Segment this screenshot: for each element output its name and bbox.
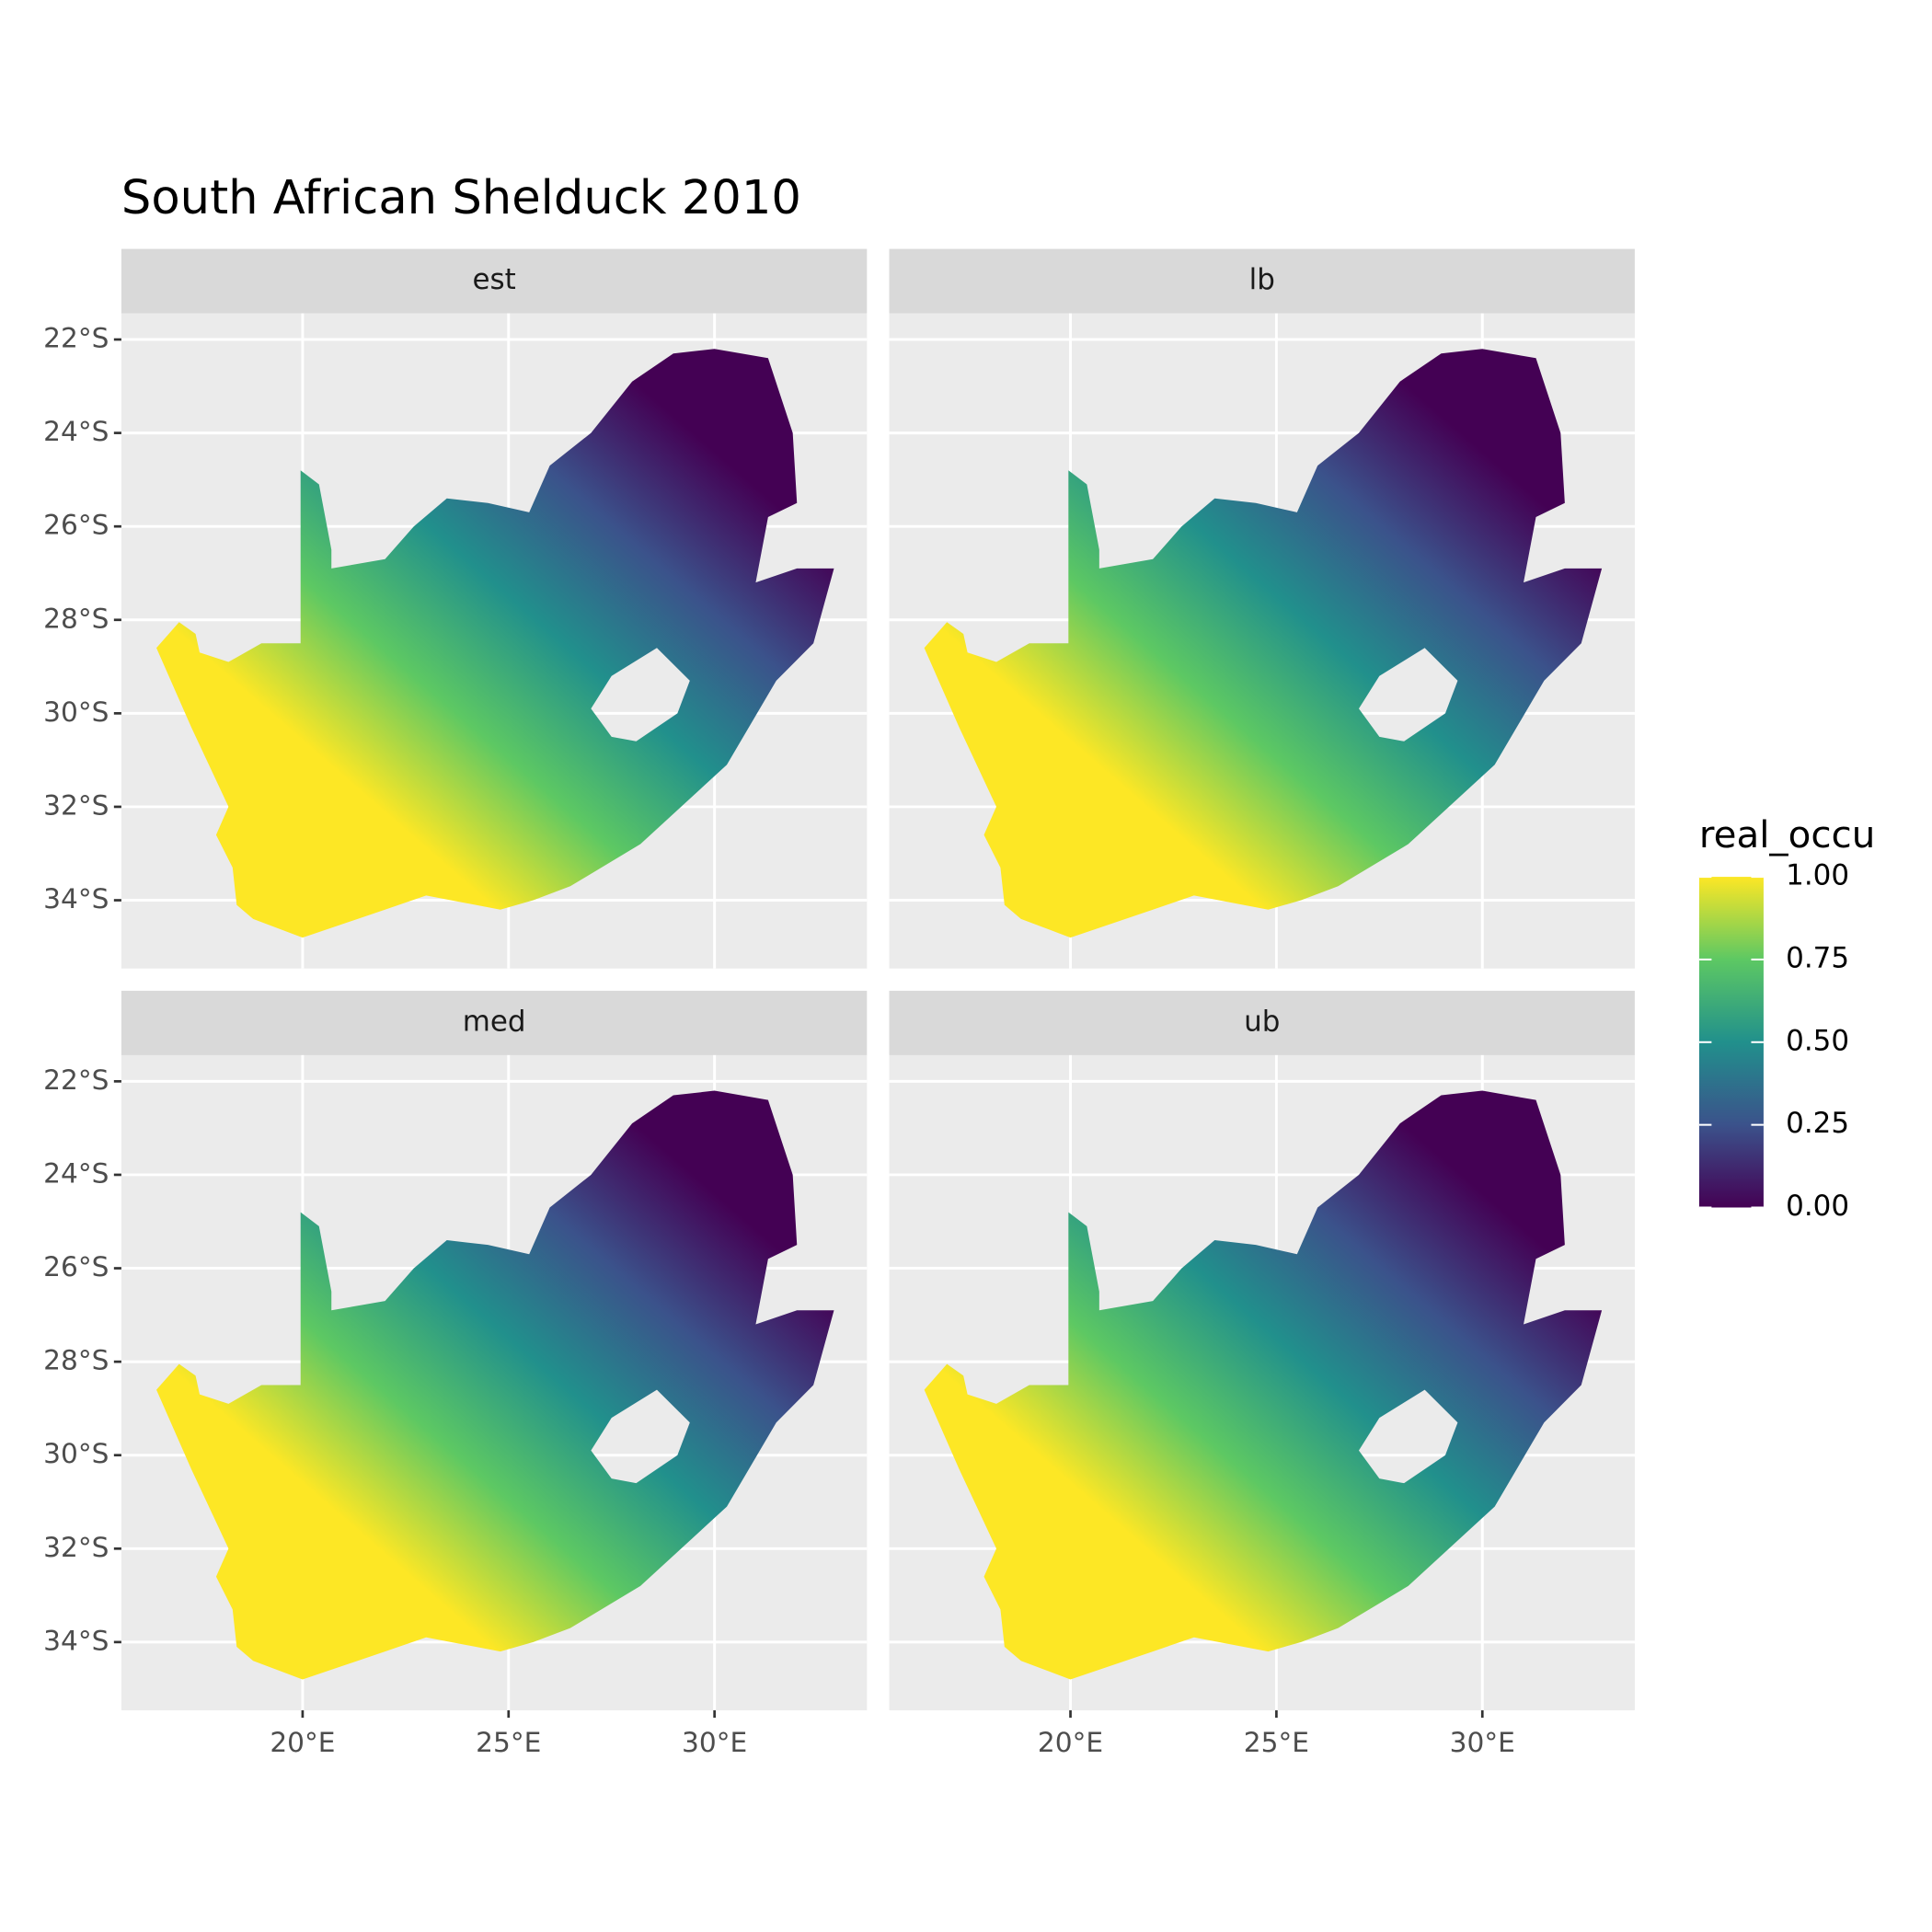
y-tick-label: 26°S	[43, 510, 109, 541]
y-tick-label: 22°S	[43, 323, 109, 354]
strip	[121, 990, 868, 1055]
strip-label: med	[463, 1005, 526, 1038]
y-tick-label: 28°S	[43, 1345, 109, 1376]
legend-title: real_occu	[1699, 813, 1875, 857]
y-tick-label: 32°S	[43, 789, 109, 821]
chart-title: South African Shelduck 2010	[121, 171, 801, 225]
y-tick-label: 34°S	[43, 883, 109, 914]
y-tick-label: 26°S	[43, 1251, 109, 1282]
x-tick-label: 30°E	[1450, 1727, 1515, 1758]
y-tick-label: 34°S	[43, 1625, 109, 1656]
legend-label: 0.50	[1786, 1024, 1849, 1057]
x-tick-label: 25°E	[476, 1727, 541, 1758]
x-tick-label: 20°E	[1038, 1727, 1103, 1758]
occupancy-map	[156, 1090, 834, 1680]
occupancy-map	[924, 1090, 1603, 1680]
y-tick-label: 32°S	[43, 1532, 109, 1563]
strip	[889, 990, 1635, 1055]
occupancy-map	[156, 349, 834, 938]
strip-label: ub	[1244, 1005, 1280, 1038]
legend-label: 1.00	[1786, 859, 1849, 892]
x-tick-label: 30°E	[682, 1727, 747, 1758]
strip-label: lb	[1249, 263, 1275, 296]
legend-label: 0.25	[1786, 1107, 1849, 1140]
y-tick-label: 28°S	[43, 603, 109, 634]
y-tick-label: 30°S	[43, 696, 109, 728]
legend-label: 0.75	[1786, 941, 1849, 974]
y-tick-label: 24°S	[43, 416, 109, 447]
occupancy-map	[924, 349, 1603, 938]
x-tick-label: 25°E	[1244, 1727, 1309, 1758]
y-tick-label: 30°S	[43, 1438, 109, 1469]
legend-label: 0.00	[1786, 1190, 1849, 1223]
y-tick-label: 24°S	[43, 1157, 109, 1189]
strip-label: est	[472, 263, 515, 296]
y-tick-label: 22°S	[43, 1064, 109, 1096]
strip	[121, 248, 868, 314]
strip	[889, 248, 1635, 314]
x-tick-label: 20°E	[270, 1727, 335, 1758]
